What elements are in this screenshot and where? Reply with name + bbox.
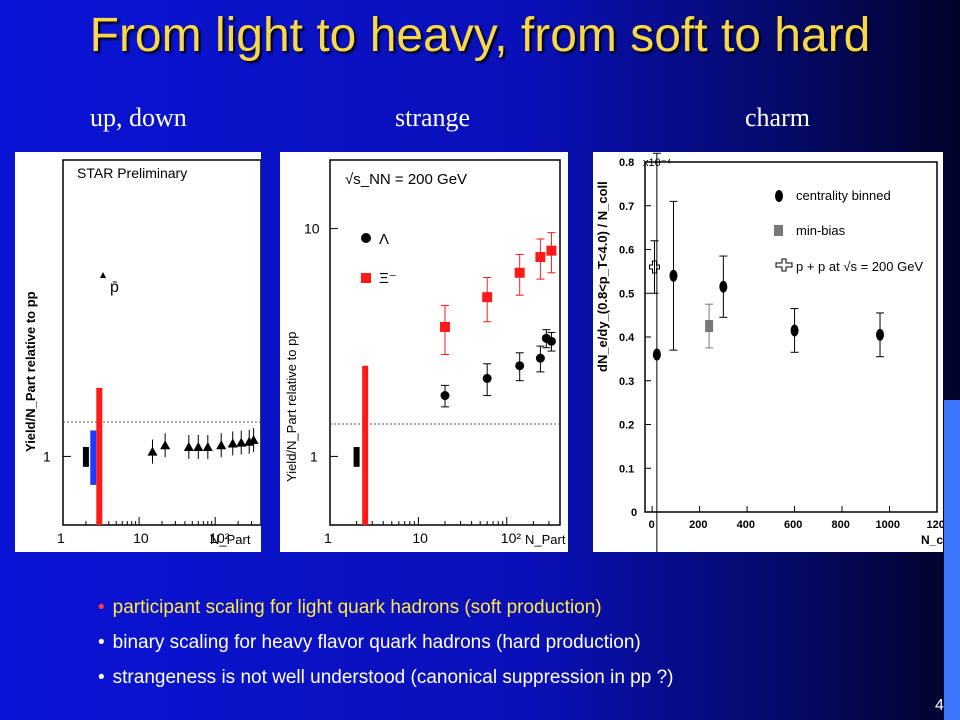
- data-point-circle: [719, 280, 728, 293]
- chart-title: STAR Preliminary: [77, 165, 187, 181]
- plot-frame: [644, 161, 938, 513]
- data-point-circle: [482, 373, 492, 383]
- y-tick-label: 0.3: [619, 376, 634, 388]
- legend-marker-triangle: [100, 272, 106, 278]
- x-tick-label: 10: [412, 530, 428, 546]
- chart-panel-strange: √s_NN = 200 GeV Yield/N_Part relative to…: [280, 152, 568, 552]
- legend-marker-xi: [361, 273, 371, 283]
- systematic-band: [96, 387, 103, 525]
- chart-title: √s_NN = 200 GeV: [345, 171, 467, 188]
- legend-marker-circle: [775, 190, 783, 202]
- y-tick-label: 1: [43, 448, 51, 464]
- page-number: 4: [935, 697, 944, 714]
- x-tick-label: 0: [649, 519, 655, 531]
- x-axis-label: N_Part: [210, 532, 251, 547]
- systematic-band: [353, 446, 360, 467]
- x-tick-label: 120: [927, 519, 944, 531]
- y-tick-label: 0: [631, 507, 637, 519]
- legend-label: p̄: [110, 279, 119, 296]
- y-tick-label: 1: [310, 448, 318, 464]
- x-tick-label: 800: [832, 519, 850, 531]
- data-point-triangle: [160, 440, 171, 450]
- x-axis-label: N_Part: [525, 532, 566, 547]
- accent-bar: [944, 400, 960, 720]
- data-point-circle: [515, 361, 525, 371]
- legend-label-centrality: centrality binned: [796, 188, 891, 203]
- x-tick-label: 10²: [209, 530, 230, 546]
- bullet-strangeness: • strangeness is not well understood (ca…: [98, 660, 918, 695]
- x-tick-label: 600: [784, 519, 802, 531]
- x-tick-label: 1: [57, 530, 65, 546]
- data-point-triangle: [216, 440, 227, 450]
- chart-panel-updown: STAR Preliminary Yield/N_Part relative t…: [15, 152, 262, 552]
- y-tick-label: 0.2: [619, 420, 634, 432]
- systematic-band: [90, 430, 97, 485]
- slide-title: From light to heavy, from soft to hard: [89, 9, 871, 62]
- data-point-circle: [790, 324, 799, 337]
- x-tick-label: 10²: [501, 530, 522, 546]
- y-axis-label: Yield/N_Part relative to pp: [284, 331, 299, 482]
- chart-charm: x10⁻⁴ dN_e/dy_(0.8<p_T<4.0) / N_coll N_c…: [595, 152, 957, 557]
- legend-label-lambda: Λ: [379, 231, 389, 248]
- legend-label-pp: p + p at √s = 200 GeV: [796, 259, 923, 274]
- data-point-square: [440, 321, 450, 332]
- legend-label-minbias: min-bias: [796, 223, 846, 238]
- systematic-band: [362, 365, 369, 525]
- legend-marker-cross: [775, 258, 793, 272]
- x-tick-label: 1000: [876, 519, 900, 531]
- data-point-square: [535, 252, 546, 263]
- data-point-square: [514, 267, 525, 278]
- y-tick-label: 0.8: [619, 157, 634, 169]
- data-point-triangle: [227, 438, 238, 448]
- bullet-dot: •: [98, 666, 105, 688]
- header-strange: strange: [395, 103, 471, 132]
- x-tick-label: 200: [689, 519, 707, 531]
- header-charm: charm: [745, 103, 810, 132]
- bullet-dot: •: [98, 631, 105, 653]
- data-point-cross: [648, 260, 660, 274]
- y-axis-label: Yield/N_Part relative to pp: [23, 291, 38, 452]
- x-tick-label: 1: [324, 530, 332, 546]
- y-tick-label: 10: [304, 221, 320, 237]
- y-tick-label: 0.5: [619, 288, 634, 300]
- chart-updown: STAR Preliminary Yield/N_Part relative t…: [23, 159, 262, 547]
- data-point-triangle: [248, 435, 259, 445]
- data-point-circle: [669, 269, 678, 282]
- y-tick-label: 0.7: [619, 201, 634, 213]
- y-axis-label: dN_e/dy_(0.8<p_T<4.0) / N_coll: [595, 181, 610, 372]
- bullet-text: binary scaling for heavy flavor quark ha…: [112, 631, 641, 653]
- header-up-down: up, down: [90, 103, 187, 132]
- chart-strange: √s_NN = 200 GeV Yield/N_Part relative to…: [284, 159, 566, 547]
- bullet-text: strangeness is not well understood (cano…: [112, 666, 674, 688]
- data-point-circle: [535, 353, 545, 363]
- data-point-circle: [876, 328, 885, 341]
- legend-label-xi: Ξ⁻: [379, 270, 397, 287]
- data-point-square: [482, 292, 493, 303]
- data-point-circle: [546, 336, 556, 346]
- data-point-triangle: [202, 441, 213, 451]
- legend-marker-square: [774, 225, 783, 236]
- bullet-text: participant scaling for light quark hadr…: [112, 596, 602, 618]
- bullet-binary-scaling: • binary scaling for heavy flavor quark …: [98, 625, 918, 660]
- systematic-band: [82, 446, 89, 467]
- legend-marker-lambda: [361, 233, 371, 243]
- y-tick-label: 0.6: [619, 245, 634, 257]
- data-point-circle: [440, 391, 450, 401]
- data-point-square: [546, 245, 557, 256]
- data-point-triangle: [147, 446, 158, 456]
- bullet-dot: •: [98, 596, 105, 618]
- data-point-triangle: [183, 441, 194, 451]
- bullet-list: • participant scaling for light quark ha…: [98, 590, 918, 695]
- data-point-square: [705, 320, 714, 333]
- chart-panel-charm: x10⁻⁴ dN_e/dy_(0.8<p_T<4.0) / N_coll N_c…: [593, 152, 957, 557]
- data-point-triangle: [236, 437, 247, 447]
- x-axis-label: N_coll: [921, 533, 943, 547]
- x-tick-label: 10: [133, 530, 149, 546]
- x-tick-label: 400: [737, 519, 755, 531]
- bullet-participant-scaling: • participant scaling for light quark ha…: [98, 590, 918, 625]
- y-tick-label: 0.1: [619, 463, 634, 475]
- data-point-triangle: [193, 441, 204, 451]
- data-point-circle: [652, 348, 661, 361]
- y-tick-label: 0.4: [619, 332, 635, 344]
